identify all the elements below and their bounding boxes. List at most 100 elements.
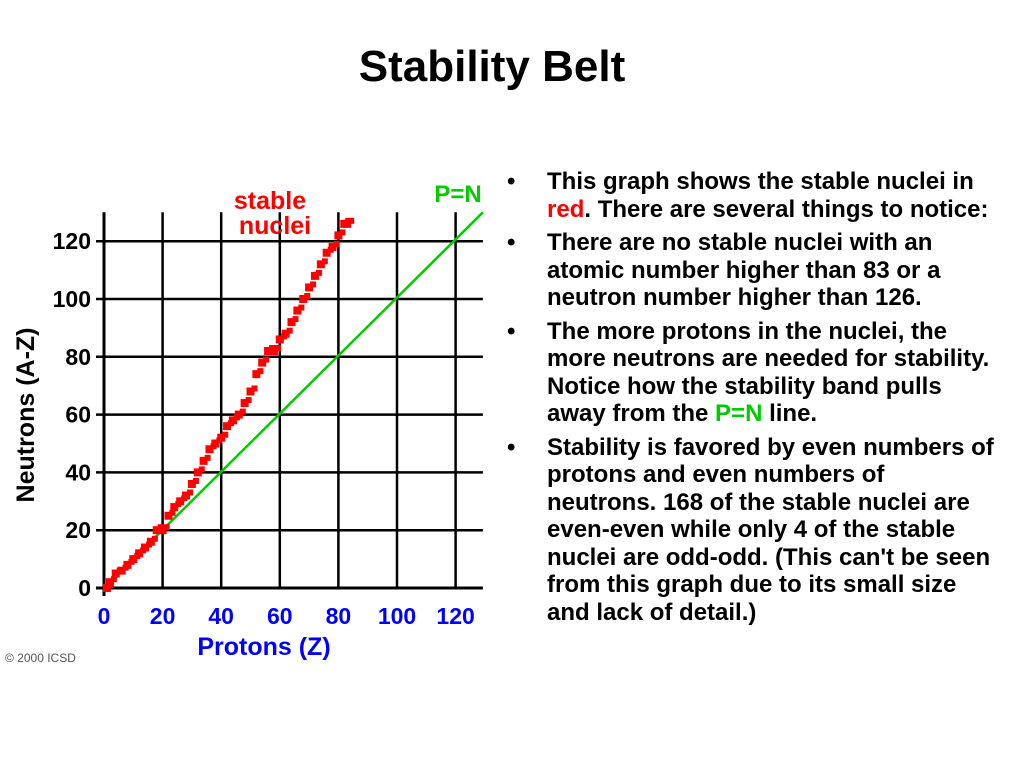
stable-nucleus-point: [205, 445, 214, 454]
stable-nucleus-point: [334, 231, 343, 240]
stable-nucleus-point: [234, 410, 243, 419]
y-tick-label: 20: [65, 517, 91, 543]
stable-nucleus-point: [169, 509, 176, 516]
stable-nucleus-point: [217, 433, 226, 442]
stable-nucleus-point: [257, 368, 264, 375]
stable-nucleus-point: [275, 335, 284, 344]
stable-nucleus-point: [102, 584, 111, 592]
stable-nucleus-point: [239, 408, 246, 415]
stable-nucleus-point: [343, 219, 352, 228]
bullet-text: The more protons in the nuclei, the more…: [547, 317, 990, 428]
bullet-item-2: • There are no stable nuclei with an ato…: [505, 229, 1000, 312]
x-tick-label: 20: [150, 603, 176, 629]
y-tick-label: 80: [65, 344, 91, 370]
copyright-text: © 2000 ICSD: [5, 651, 76, 665]
stable-nucleus-point: [348, 217, 355, 224]
stable-nucleus-point: [322, 248, 331, 257]
stable-nucleus-point: [123, 560, 132, 569]
stable-nucleus-point: [293, 306, 302, 315]
bullet-text: There are no stable nuclei with an atomi…: [547, 229, 941, 311]
x-tick-label: 100: [378, 603, 416, 629]
stable-nucleus-point: [263, 356, 270, 363]
stable-nucleus-point: [129, 555, 138, 564]
stable-nucleus-point: [146, 537, 155, 546]
stable-nucleus-point: [240, 399, 249, 408]
stable-nucleus-point: [117, 566, 126, 575]
stable-nucleus-point: [228, 416, 237, 425]
stable-nucleus-point: [223, 422, 232, 431]
stable-nucleus-point: [321, 258, 328, 265]
bullet-item-4: • Stability is favored by even numbers o…: [505, 434, 1000, 627]
stable-nucleus-point: [299, 295, 308, 303]
stable-nucleus-point: [187, 489, 194, 496]
stable-nucleus-point: [141, 543, 150, 552]
stable-nucleus-point: [193, 468, 202, 477]
stable-nucleus-point: [176, 497, 185, 506]
red-word: red: [547, 195, 585, 223]
stable-nucleus-point: [252, 370, 261, 379]
stable-nucleus-point: [274, 345, 281, 352]
bullet-item-3: • The more protons in the nuclei, the mo…: [505, 318, 1000, 428]
pn-word: P=N: [715, 400, 763, 427]
stable-nucleus-point: [152, 526, 161, 535]
stable-nucleus-point: [135, 549, 144, 558]
stable-nucleus-point: [316, 260, 325, 269]
stability-chart: 0 20 40 60 80 100 120 0 20 40 60 80 100 120 Protons (Z…: [5, 181, 484, 665]
stable-nucleus-point: [170, 503, 179, 512]
stable-nucleus-point: [163, 524, 170, 531]
stable-nucleus-point: [310, 271, 319, 280]
stable-nucleus-point: [251, 385, 258, 392]
stable-nucleus-point: [246, 387, 255, 396]
stable-nucleus-point: [304, 293, 311, 299]
stable-nucleus-point: [182, 491, 191, 500]
stable-nucleus-point: [333, 240, 340, 247]
x-tick-label: 120: [436, 603, 474, 629]
y-tick-label: 40: [65, 459, 91, 485]
bullet-marker: •: [507, 229, 516, 256]
stable-nucleus-point: [258, 358, 267, 367]
bullet-list: • This graph shows the stable nuclei in …: [505, 168, 1000, 632]
x-tick-label: 0: [98, 603, 111, 629]
slide-title: Stability Belt: [358, 42, 626, 91]
stable-nucleus-point: [264, 347, 273, 356]
stable-nucleus-point: [287, 318, 296, 327]
stable-nucleus-point: [339, 229, 346, 236]
pn-annotation: P=N: [434, 181, 481, 208]
x-tick-label: 60: [267, 603, 293, 629]
stable-nucleus-point: [204, 454, 211, 461]
stable-nucleus-point: [328, 242, 337, 251]
stable-nucleus-point: [222, 431, 229, 438]
stable-nucleus-point: [245, 397, 252, 404]
stable-nucleus-point: [298, 304, 305, 311]
stable-nucleus-point: [158, 526, 167, 535]
stable-nucleus-point: [199, 456, 208, 465]
x-tick-label: 40: [208, 603, 234, 629]
stable-nucleus-point: [151, 535, 158, 542]
stable-nucleus-point: [310, 281, 317, 288]
stable-nucleus-point: [111, 569, 120, 578]
bullet-marker: •: [507, 317, 516, 345]
stable-nucleus-point: [211, 439, 220, 448]
stable-nucleus-point: [292, 316, 299, 323]
bullet-text: Stability is favored by even numbers of …: [547, 433, 994, 626]
stable-nucleus-point: [198, 466, 205, 473]
stable-nucleus-point: [269, 347, 278, 356]
y-tick-label: 0: [78, 575, 91, 601]
stable-nucleus-point: [192, 477, 199, 484]
bullet-marker: •: [507, 168, 516, 195]
stable-annotation: stable: [234, 187, 306, 215]
stable-nucleus-point: [305, 283, 314, 292]
stable-nucleus-point: [315, 269, 322, 276]
nuclei-annotation: nuclei: [239, 212, 311, 240]
stable-nucleus-point: [105, 578, 114, 587]
bullet-text: This graph shows the stable nuclei in re…: [547, 168, 989, 223]
y-tick-label: 100: [53, 286, 91, 312]
stable-nucleus-point: [281, 329, 290, 338]
x-tick-label: 80: [326, 603, 352, 629]
x-axis-label: Protons (Z): [197, 633, 330, 661]
bullet-item-1: • This graph shows the stable nuclei in …: [505, 168, 1000, 223]
stable-nucleus-point: [110, 576, 117, 583]
stable-nucleus-point: [164, 511, 173, 520]
stable-nucleus-point: [187, 479, 196, 488]
y-tick-label: 60: [65, 402, 91, 428]
